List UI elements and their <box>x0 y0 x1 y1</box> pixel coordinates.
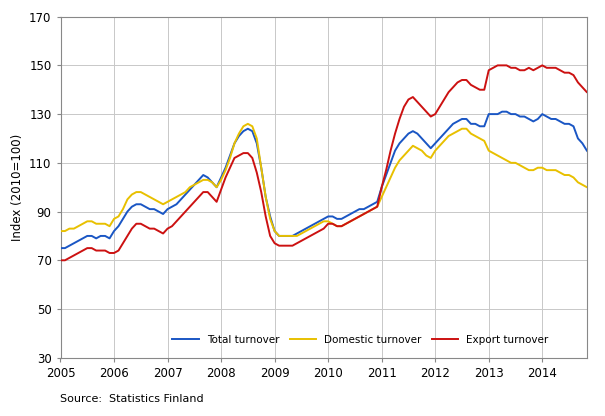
Text: Source:  Statistics Finland: Source: Statistics Finland <box>60 394 204 404</box>
Y-axis label: Index (2010=100): Index (2010=100) <box>10 134 24 241</box>
Legend: Total turnover, Domestic turnover, Export turnover: Total turnover, Domestic turnover, Expor… <box>168 331 553 349</box>
